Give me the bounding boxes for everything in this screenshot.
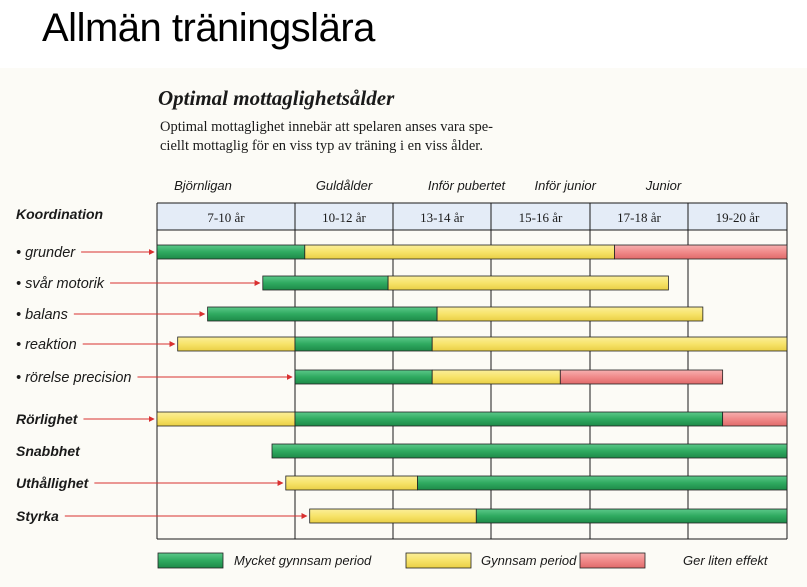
age-group-2: 13-14 år xyxy=(420,210,464,225)
row-label-3: • reaktion xyxy=(16,337,77,353)
age-group-4: 17-18 år xyxy=(617,210,661,225)
row-4-segment-2-less-effect xyxy=(559,369,724,385)
row-label-8: Styrka xyxy=(16,508,59,524)
row-3-segment-1-very-favorable xyxy=(294,336,433,352)
legend-label-very-favorable: Mycket gynnsam period xyxy=(234,553,372,568)
row-6-segment-0-very-favorable xyxy=(271,443,788,459)
legend-swatch-very-favorable xyxy=(157,552,224,569)
row-label-4: • rörelse precision xyxy=(16,370,131,386)
row-0-segment-1-favorable xyxy=(304,244,615,260)
row-label-7: Uthållighet xyxy=(16,475,90,491)
legend-swatch-less-effect xyxy=(579,552,646,569)
chart-subtitle: Optimal mottaglighetsålder xyxy=(158,86,395,110)
row-5-segment-1-very-favorable xyxy=(294,411,724,427)
phase-label-1: Guldålder xyxy=(316,178,373,193)
age-group-5: 19-20 år xyxy=(716,210,760,225)
row-label-0: • grunder xyxy=(16,245,76,261)
row-4-segment-0-very-favorable xyxy=(294,369,433,385)
slide-title: Allmän träningslära xyxy=(42,6,375,50)
phase-label-0: Björnligan xyxy=(174,178,232,193)
row-5-segment-2-less-effect xyxy=(722,411,788,427)
row-7-segment-0-favorable xyxy=(285,475,418,491)
row-5-segment-0-favorable xyxy=(156,411,296,427)
phase-label-3: Inför junior xyxy=(535,178,597,193)
row-3-segment-0-favorable xyxy=(177,336,296,352)
row-3-segment-2-favorable xyxy=(431,336,788,352)
row-label-6: Snabbhet xyxy=(16,443,81,459)
age-group-0: 7-10 år xyxy=(207,210,245,225)
description-line-1: Optimal mottaglighet innebär att spelare… xyxy=(160,119,493,135)
age-group-1: 10-12 år xyxy=(322,210,366,225)
row-1-segment-1-favorable xyxy=(387,275,669,291)
row-7-segment-1-very-favorable xyxy=(417,475,788,491)
age-header-row xyxy=(157,203,787,230)
row-8-segment-0-favorable xyxy=(309,508,477,524)
row-label-2: • balans xyxy=(16,307,68,323)
legend-swatch-favorable xyxy=(405,552,472,569)
row-2-segment-1-favorable xyxy=(436,306,704,322)
legend-label-less-effect: Ger liten effekt xyxy=(683,553,769,568)
row-label-koordination: Koordination xyxy=(16,206,103,222)
row-0-segment-2-less-effect xyxy=(614,244,788,260)
row-2-segment-0-very-favorable xyxy=(207,306,438,322)
row-0-segment-0-very-favorable xyxy=(156,244,306,260)
row-4-segment-1-favorable xyxy=(431,369,561,385)
row-8-segment-1-very-favorable xyxy=(475,508,788,524)
description-line-2: ciellt mottaglig för en viss typ av trän… xyxy=(160,138,483,154)
phase-label-4: Junior xyxy=(645,178,682,193)
row-label-5: Rörlighet xyxy=(16,411,79,427)
legend-label-favorable: Gynnsam period xyxy=(481,553,577,568)
row-1-segment-0-very-favorable xyxy=(262,275,389,291)
chart-panel xyxy=(0,68,807,587)
row-label-1: • svår motorik xyxy=(16,276,105,292)
age-group-3: 15-16 år xyxy=(519,210,563,225)
phase-label-2: Inför pubertet xyxy=(428,178,507,193)
